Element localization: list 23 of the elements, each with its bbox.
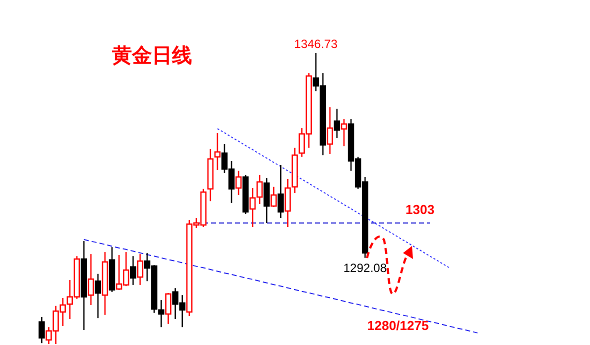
- candlestick: [264, 177, 270, 224]
- annotation: 1292.08: [343, 260, 388, 275]
- annotation: 1303: [406, 202, 434, 217]
- candlestick: [340, 118, 348, 147]
- candlestick: [235, 170, 242, 196]
- candlestick: [158, 299, 164, 328]
- candlestick: [38, 316, 45, 344]
- candlestick: [249, 187, 256, 228]
- candlestick: [284, 178, 291, 228]
- candlestick: [130, 255, 136, 286]
- candlestick: [278, 164, 284, 219]
- candlestick: [165, 292, 172, 325]
- chart-title: 黄金日线: [111, 43, 192, 67]
- candlestick: [326, 106, 334, 155]
- annotation: 1280/1275: [367, 318, 429, 333]
- candlestick: [137, 253, 144, 286]
- annotation: 1346.73: [294, 37, 338, 51]
- candlestick: [88, 253, 94, 306]
- candlestick: [256, 174, 263, 205]
- candlestick: [334, 108, 340, 139]
- candlestick: [270, 186, 277, 208]
- candlestick: [94, 273, 102, 319]
- candlestick: [214, 132, 221, 171]
